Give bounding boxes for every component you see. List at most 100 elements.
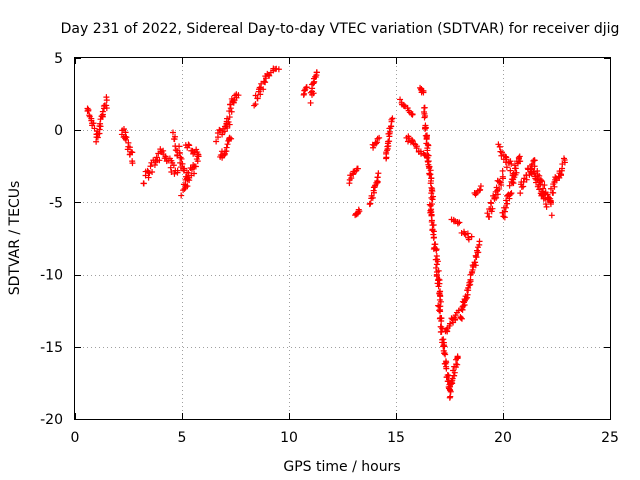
- data-point: [428, 187, 435, 194]
- data-point: [450, 372, 457, 379]
- data-point: [371, 189, 378, 196]
- data-point: [551, 183, 558, 190]
- data-point: [547, 185, 554, 192]
- data-point: [544, 191, 551, 198]
- data-point: [520, 178, 527, 185]
- data-point: [513, 169, 520, 176]
- data-point: [445, 372, 452, 379]
- data-point: [441, 349, 448, 356]
- data-point: [125, 139, 132, 146]
- data-point: [543, 203, 550, 210]
- data-point: [194, 158, 201, 165]
- data-point: [172, 147, 179, 154]
- data-point: [222, 123, 229, 130]
- data-point: [389, 115, 396, 122]
- data-point: [485, 213, 492, 220]
- y-axis-label: SDTVAR / TECUs: [7, 181, 23, 296]
- data-point: [88, 115, 95, 122]
- data-point: [366, 201, 373, 208]
- data-point: [560, 155, 567, 162]
- data-point: [103, 102, 110, 109]
- data-point: [224, 141, 231, 148]
- data-point: [376, 134, 383, 141]
- data-point: [465, 287, 472, 294]
- data-point: [263, 75, 270, 82]
- data-point: [504, 200, 511, 207]
- data-point: [300, 91, 307, 98]
- data-point: [439, 325, 446, 332]
- x-tick-label: 25: [601, 430, 619, 446]
- grid-lines: [75, 58, 610, 419]
- x-tick-label: 15: [387, 430, 405, 446]
- data-point: [129, 160, 136, 167]
- data-point: [186, 142, 193, 149]
- data-point: [178, 192, 185, 199]
- data-point: [487, 199, 494, 206]
- data-point: [437, 292, 444, 299]
- data-point: [140, 180, 147, 187]
- data-point: [476, 187, 483, 194]
- data-point: [440, 336, 447, 343]
- data-point: [502, 204, 509, 211]
- y-tick-labels: -20 -15 -10 -5 0 5: [40, 51, 63, 428]
- data-point: [434, 258, 441, 265]
- data-point: [447, 388, 454, 395]
- data-point: [459, 306, 466, 313]
- data-point: [547, 195, 554, 202]
- data-point: [355, 206, 362, 213]
- data-point: [538, 188, 545, 195]
- data-point: [496, 178, 503, 185]
- data-point: [430, 222, 437, 229]
- x-tick-label: 0: [71, 430, 80, 446]
- data-point: [428, 218, 435, 225]
- data-point: [122, 129, 129, 136]
- data-point: [156, 157, 163, 164]
- data-point: [517, 158, 524, 165]
- data-point: [511, 162, 518, 169]
- data-point: [167, 164, 174, 171]
- data-point: [454, 355, 461, 362]
- data-point: [178, 155, 185, 162]
- data-point: [431, 241, 438, 248]
- data-point: [436, 306, 443, 313]
- data-point: [426, 201, 433, 208]
- data-point: [507, 158, 514, 165]
- data-point: [397, 96, 404, 103]
- data-point: [257, 91, 264, 98]
- data-point: [426, 171, 433, 178]
- data-point: [501, 208, 508, 215]
- data-point: [404, 104, 411, 111]
- data-point: [149, 168, 156, 175]
- x-tick-label: 20: [494, 430, 512, 446]
- data-point: [425, 142, 432, 149]
- data-point: [454, 361, 461, 368]
- y-tick-label: -20: [40, 412, 63, 428]
- data-point: [475, 249, 482, 256]
- data-point: [354, 165, 361, 172]
- data-point: [517, 190, 524, 197]
- axis-ticks: [75, 58, 611, 420]
- data-point: [462, 295, 469, 302]
- data-point: [421, 114, 428, 121]
- data-point: [468, 233, 475, 240]
- data-point: [488, 208, 495, 215]
- data-point: [97, 123, 104, 130]
- data-point: [85, 106, 92, 113]
- data-point: [503, 197, 510, 204]
- data-point: [507, 167, 514, 174]
- x-tick-labels: 0 5 10 15 20 25: [71, 430, 619, 446]
- x-axis-label: GPS time / hours: [283, 459, 400, 475]
- data-point: [433, 261, 440, 268]
- data-point: [536, 172, 543, 179]
- data-point: [256, 84, 263, 91]
- data-point: [430, 193, 437, 200]
- data-point: [169, 129, 176, 136]
- data-point: [170, 162, 177, 169]
- data-point: [275, 66, 282, 73]
- data-point: [430, 234, 437, 241]
- data-point: [531, 170, 538, 177]
- data-point: [531, 157, 538, 164]
- data-point: [477, 183, 484, 190]
- data-point: [503, 156, 510, 163]
